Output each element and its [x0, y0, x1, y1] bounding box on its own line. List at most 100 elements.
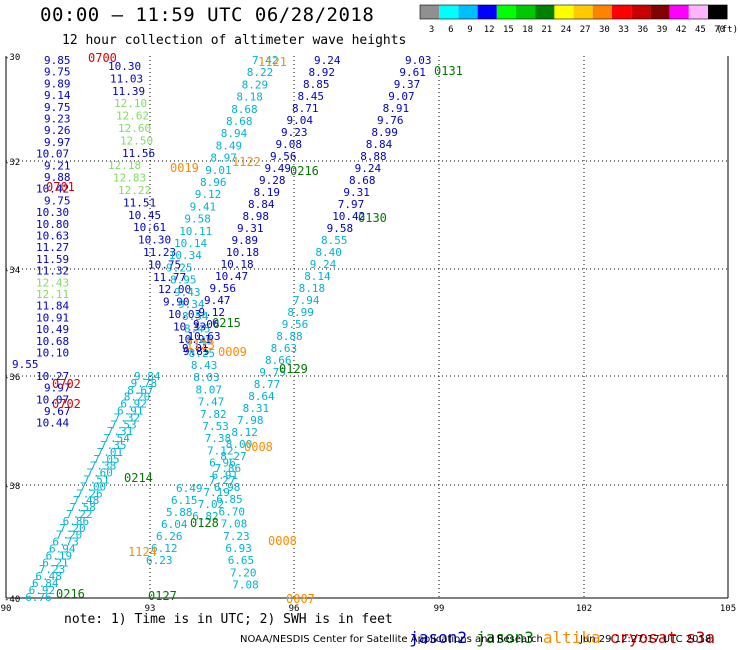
- wave-height-value: 6.26: [156, 530, 183, 543]
- colorbar-tick-label: 45: [695, 25, 706, 35]
- wave-height-value: 6.98: [214, 481, 241, 494]
- wave-height-value: 6.82: [192, 510, 219, 523]
- wave-height-value: 8.88: [360, 150, 387, 163]
- pass-time-label: 1121: [258, 55, 287, 69]
- lon-tick-label: 99: [434, 604, 445, 614]
- wave-height-value: 10.07: [36, 148, 69, 161]
- wave-height-value: 8.97: [210, 152, 237, 165]
- wave-height-value: 10.80: [36, 218, 69, 231]
- wave-height-value: 7.08: [221, 518, 248, 531]
- wave-height-value: 7.98: [237, 414, 264, 427]
- wave-height-value: 8.25: [189, 347, 216, 360]
- wave-height-value: 9.03: [405, 54, 432, 67]
- wave-height-value: 7.22: [66, 508, 93, 521]
- wave-height-value: 9.26: [44, 124, 71, 137]
- colorbar-swatch: [477, 5, 497, 19]
- wave-height-value: 6.21: [42, 556, 68, 569]
- pass-time-label: 1124: [128, 545, 157, 559]
- wave-height-value: 7.27: [209, 474, 236, 487]
- wave-height-value: 10.44: [36, 417, 69, 430]
- pass-time-label: 0128: [190, 516, 219, 530]
- wave-height-value: 9.75: [44, 66, 71, 79]
- wave-height-value: 9.24: [355, 162, 382, 175]
- wave-height-value: 8.31: [243, 402, 270, 415]
- wave-height-value: 8.07: [196, 383, 223, 396]
- pass-time-label: 0130: [358, 211, 387, 225]
- wave-height-value: 7.97: [338, 198, 365, 211]
- pass-time-label: 0700: [88, 51, 117, 65]
- wave-height-value: 7.54: [103, 432, 130, 445]
- wave-height-value: 10.18: [226, 246, 259, 259]
- wave-height-value: 9.31: [343, 186, 370, 199]
- wave-height-value: 9.88: [44, 171, 71, 184]
- wave-height-value: 12.62: [116, 110, 149, 123]
- colorbar-tick-label: 15: [503, 25, 514, 35]
- colorbar-swatch: [708, 5, 728, 19]
- wave-height-value: 6.86: [63, 515, 90, 528]
- pass-time-label: 0008: [268, 534, 297, 548]
- wave-height-value: 8.96: [200, 176, 227, 189]
- wave-height-value: 8.64: [248, 390, 275, 403]
- wave-height-value: 10.30: [36, 206, 69, 219]
- pass-time-label: 0009: [218, 345, 247, 359]
- lat-tick-label: -34: [4, 266, 20, 276]
- wave-height-value: 6.76: [25, 591, 52, 604]
- wave-height-value: 10.45: [128, 209, 161, 222]
- wave-height-value: 7.26: [76, 487, 103, 500]
- wave-height-values: 9.859.759.899.149.759.239.269.9710.079.2…: [12, 54, 432, 604]
- colorbar-tick-label: 21: [541, 25, 552, 35]
- wave-height-value: 9.24: [310, 258, 337, 271]
- wave-height-value: 6.92: [29, 584, 55, 597]
- wave-height-value: 9.37: [394, 78, 421, 91]
- legend-s3a: s3a: [686, 628, 715, 647]
- wave-height-value: 10.11: [179, 225, 212, 238]
- wave-height-value: 6.48: [35, 570, 62, 583]
- wave-height-value: 12.18: [108, 159, 141, 172]
- wave-height-value: 7.08: [232, 579, 258, 592]
- wave-height-value: 8.99: [287, 306, 314, 319]
- pass-time-label: 0129: [279, 362, 308, 376]
- wave-height-value: 7.94: [293, 294, 320, 307]
- wave-height-value: 9.04: [287, 114, 314, 127]
- wave-height-value: 9.06: [193, 318, 220, 331]
- colorbar-tick-label: 39: [657, 25, 668, 35]
- wave-height-value: 10.68: [36, 335, 69, 348]
- wave-height-value: 6.23: [146, 554, 173, 567]
- legend-jason3: jason3: [476, 628, 534, 647]
- pass-time-label: 0131: [434, 64, 463, 78]
- wave-height-value: 9.61: [399, 66, 426, 79]
- wave-height-value: 9.97: [44, 382, 71, 395]
- wave-height-value: 8.68: [226, 115, 253, 128]
- colorbar-swatch: [688, 5, 708, 19]
- wave-height-value: 8.95: [170, 274, 197, 287]
- wave-height-value: 9.56: [210, 282, 237, 295]
- wave-height-value: 9.85: [183, 345, 210, 358]
- wave-height-value: 8.63: [271, 342, 298, 355]
- wave-height-value: 8.03: [193, 371, 220, 384]
- pass-time-label: 0701: [46, 180, 75, 194]
- wave-height-value: 8.55: [321, 234, 348, 247]
- wave-height-value: 7.02: [198, 498, 225, 511]
- pass-time-label: 0216: [290, 164, 319, 178]
- wave-height-value: 6.19: [46, 549, 73, 562]
- wave-height-value: 8.40: [315, 246, 342, 259]
- legend-jason2: jason2: [409, 628, 468, 647]
- wave-height-value: 9.75: [259, 366, 286, 379]
- wave-height-value: 7.53: [110, 418, 137, 431]
- wave-height-value: 9.28: [259, 174, 286, 187]
- colorbar-swatch: [554, 5, 574, 19]
- graticule: [6, 56, 728, 598]
- wave-height-value: 7.20: [56, 529, 83, 542]
- wave-height-value: 10.07: [36, 393, 69, 406]
- colorbar-tick-label: 70: [714, 25, 725, 35]
- pass-time-label: 1122: [232, 155, 261, 169]
- footer-credit: NOAA/NESDIS Center for Satellite Applica…: [240, 634, 543, 645]
- wave-height-value: 9.58: [327, 222, 354, 235]
- wave-height-value: 7.05: [93, 453, 120, 466]
- wave-height-value: 8.84: [248, 198, 275, 211]
- wave-height-value: 11.32: [36, 265, 69, 278]
- wave-height-value: 11.51: [123, 196, 156, 209]
- wave-height-value: 7.51: [83, 474, 110, 487]
- pass-time-label: 1123: [186, 338, 215, 352]
